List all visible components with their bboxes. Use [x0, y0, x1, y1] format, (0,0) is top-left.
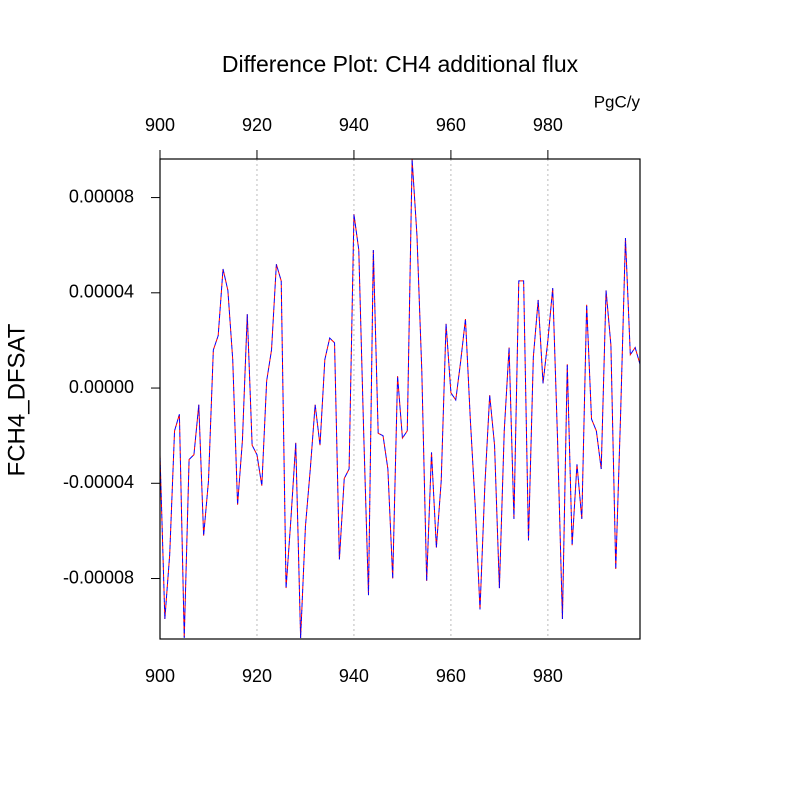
data-line — [159, 159, 641, 639]
x-tick-label-bottom: 920 — [242, 666, 272, 686]
units-label: PgC/y — [594, 92, 641, 111]
y-tick-label: -0.00008 — [63, 567, 134, 587]
x-tick-label-top: 980 — [533, 115, 563, 135]
y-tick-label: 0.00004 — [69, 282, 134, 302]
x-tick-label-top: 900 — [145, 115, 175, 135]
x-tick-label-bottom: 900 — [145, 666, 175, 686]
x-tick-label-top: 940 — [339, 115, 369, 135]
y-tick-label: 0.00008 — [69, 186, 134, 206]
x-tick-label-bottom: 960 — [436, 666, 466, 686]
y-tick-label: -0.00004 — [63, 472, 134, 492]
chart-title: Difference Plot: CH4 additional flux — [222, 51, 579, 77]
x-tick-label-bottom: 940 — [339, 666, 369, 686]
x-tick-label-top: 960 — [436, 115, 466, 135]
x-tick-label-top: 920 — [242, 115, 272, 135]
plot-frame — [159, 158, 641, 640]
x-tick-label-bottom: 980 — [533, 666, 563, 686]
data-line — [159, 159, 641, 639]
y-axis-label: FCH4_DFSAT — [3, 323, 30, 476]
y-tick-label: 0.00000 — [69, 377, 134, 397]
